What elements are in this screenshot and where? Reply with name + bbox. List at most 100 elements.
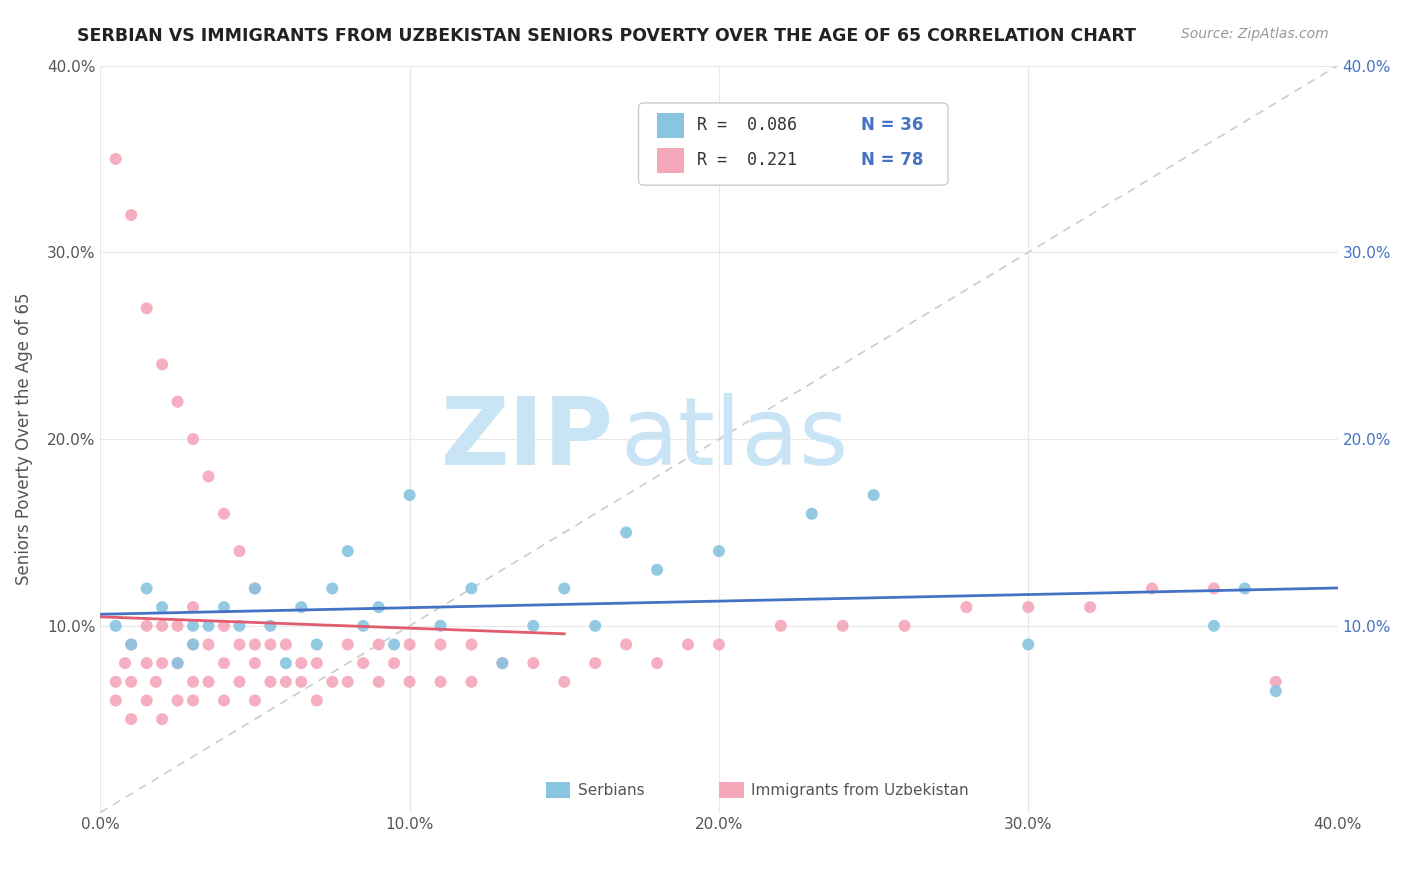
Point [645,563,668,577]
Point [522,619,544,633]
Point [862,488,884,502]
Point [1017,600,1039,615]
Point [181,638,204,652]
Point [259,638,281,652]
Point [212,619,235,633]
Text: N = 78: N = 78 [862,152,924,169]
Text: atlas: atlas [620,393,848,485]
Text: Immigrants from Uzbekistan: Immigrants from Uzbekistan [751,782,969,797]
Point [104,674,127,689]
Text: R =  0.086: R = 0.086 [696,116,797,135]
Point [336,674,359,689]
Point [290,600,312,615]
Point [120,712,142,726]
Point [382,656,405,670]
Point [145,674,167,689]
Bar [657,148,685,173]
Point [1233,582,1256,596]
Point [228,674,250,689]
Point [181,600,204,615]
Point [181,693,204,707]
Point [104,619,127,633]
Point [305,656,328,670]
Point [135,301,157,316]
Point [553,674,575,689]
Text: SERBIAN VS IMMIGRANTS FROM UZBEKISTAN SENIORS POVERTY OVER THE AGE OF 65 CORRELA: SERBIAN VS IMMIGRANTS FROM UZBEKISTAN SE… [77,27,1136,45]
Y-axis label: Seniors Poverty Over the Age of 65: Seniors Poverty Over the Age of 65 [15,293,32,585]
Point [114,656,136,670]
Point [707,544,730,558]
Point [398,488,420,502]
Point [259,619,281,633]
Point [150,600,173,615]
FancyBboxPatch shape [638,103,948,186]
Point [181,674,204,689]
Point [321,582,343,596]
Point [398,674,420,689]
Point [367,638,389,652]
Point [166,619,188,633]
Point [120,208,142,222]
Point [800,507,823,521]
Point [274,638,297,652]
Point [212,656,235,670]
Point [274,674,297,689]
Point [135,656,157,670]
Point [212,507,235,521]
Point [336,544,359,558]
Point [181,638,204,652]
Point [583,619,606,633]
Point [120,638,142,652]
Point [1017,638,1039,652]
Point [522,656,544,670]
Point [181,432,204,446]
Point [181,619,204,633]
Point [135,582,157,596]
Point [228,638,250,652]
Point [290,674,312,689]
Point [104,152,127,166]
Point [135,619,157,633]
Point [460,674,482,689]
Point [367,674,389,689]
Point [491,656,513,670]
Point [614,638,637,652]
Point [243,582,266,596]
Point [460,582,482,596]
Point [197,469,219,483]
Point [166,394,188,409]
Bar [546,782,571,798]
Text: R =  0.221: R = 0.221 [696,152,797,169]
Point [645,656,668,670]
Point [290,656,312,670]
Point [243,693,266,707]
Point [150,712,173,726]
Point [321,674,343,689]
Point [1202,619,1225,633]
Bar [718,782,744,798]
Point [259,674,281,689]
Point [305,693,328,707]
Point [212,693,235,707]
Point [243,638,266,652]
Point [243,656,266,670]
Point [150,357,173,371]
Bar [657,112,685,138]
Point [150,656,173,670]
Point [1140,582,1163,596]
Point [228,619,250,633]
Point [1264,674,1286,689]
Point [120,674,142,689]
Point [367,600,389,615]
Point [166,693,188,707]
Point [305,638,328,652]
Point [583,656,606,670]
Point [707,638,730,652]
Point [769,619,792,633]
Point [243,582,266,596]
Point [460,638,482,652]
Point [197,638,219,652]
Point [228,544,250,558]
Point [398,638,420,652]
Point [831,619,853,633]
